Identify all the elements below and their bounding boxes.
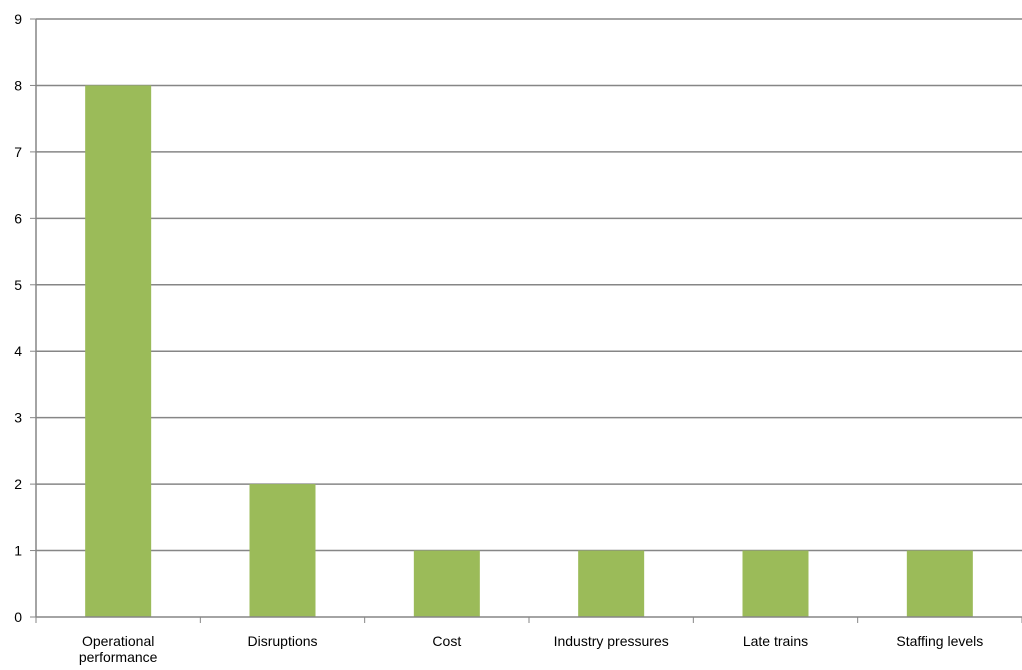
x-tick-labels: Operational performance Disruptions Cost Ind… bbox=[79, 633, 983, 665]
y-tick-labels: 0 1 2 3 4 5 6 7 8 9 bbox=[14, 11, 22, 625]
x-tick-label: Cost bbox=[432, 633, 461, 649]
bar bbox=[906, 550, 973, 617]
x-tick-label: Disruptions bbox=[247, 633, 317, 649]
x-tick-label: Operational performance bbox=[79, 633, 158, 665]
bar bbox=[85, 85, 152, 617]
bar bbox=[413, 550, 480, 617]
gridlines bbox=[36, 18, 1022, 552]
y-tick-label: 4 bbox=[14, 343, 22, 359]
bars bbox=[85, 85, 973, 617]
x-tick-label: Late trains bbox=[743, 633, 808, 649]
y-tick-label: 1 bbox=[14, 543, 22, 559]
y-tick-label: 8 bbox=[14, 77, 22, 93]
y-tick-label: 5 bbox=[14, 277, 22, 293]
y-tick-label: 2 bbox=[14, 476, 22, 492]
y-tick-label: 6 bbox=[14, 210, 22, 226]
x-tick-label: Industry pressures bbox=[554, 633, 669, 649]
bar bbox=[742, 550, 809, 617]
axes bbox=[30, 18, 1022, 623]
y-tick-label: 7 bbox=[14, 144, 22, 160]
y-tick-label: 9 bbox=[14, 11, 22, 27]
bar bbox=[249, 484, 316, 617]
x-tick-label: Staffing levels bbox=[896, 633, 983, 649]
y-tick-label: 3 bbox=[14, 410, 22, 426]
bar bbox=[578, 550, 645, 617]
y-tick-label: 0 bbox=[14, 609, 22, 625]
